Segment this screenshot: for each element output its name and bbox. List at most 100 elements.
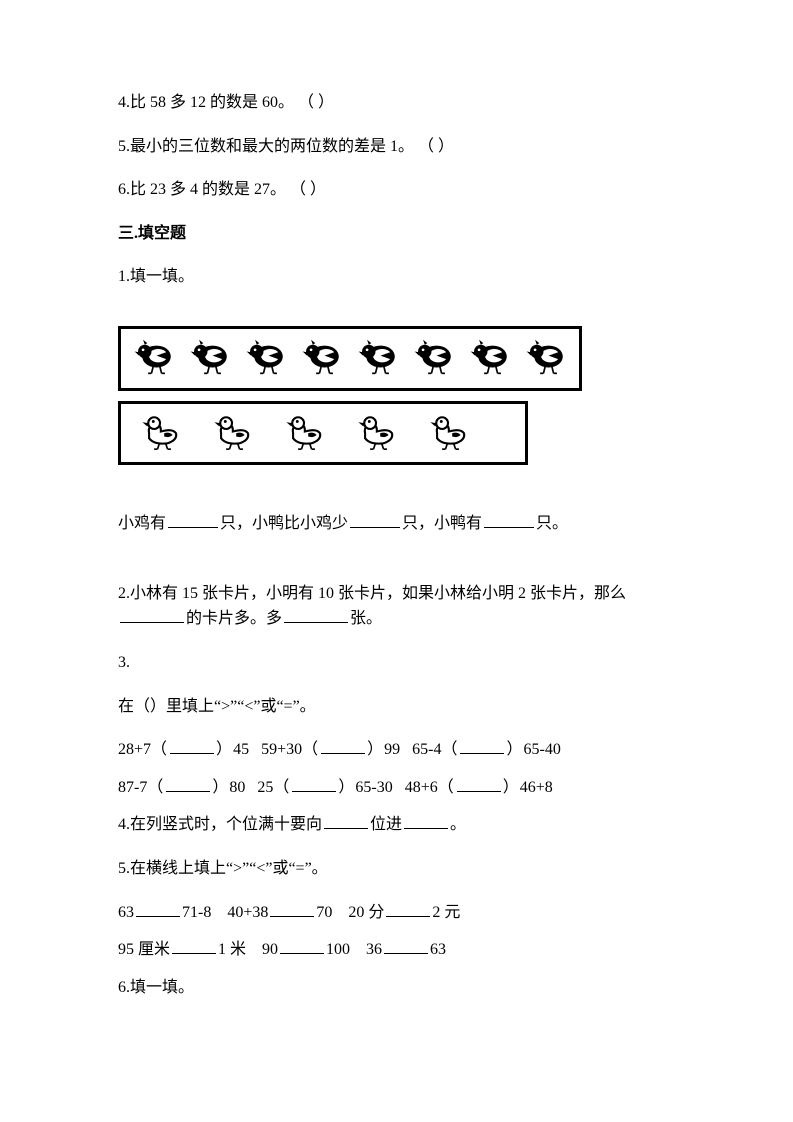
chick-icon-wrap — [189, 333, 231, 384]
paren: （ — [151, 741, 168, 758]
paren: ） — [338, 779, 355, 796]
judgment-q4-text: 4.比 58 多 12 的数是 60。 （ ） — [118, 94, 334, 111]
fill-q1-label: 1.填一填。 — [118, 264, 675, 290]
q5r2-c-left: 36 — [366, 941, 382, 958]
q4-suffix: 。 — [450, 816, 466, 833]
paren: （ — [438, 779, 455, 796]
blank[interactable] — [350, 511, 400, 528]
duck-icon-wrap — [427, 408, 469, 459]
q1-suffix: 只。 — [536, 515, 568, 532]
blank[interactable] — [280, 937, 324, 954]
fill-q5-row1: 6371-8 40+3870 20 分2 元 — [118, 900, 675, 926]
judgment-q5-text: 5.最小的三位数和最大的两位数的差是 1。 （ ） — [118, 138, 454, 155]
blank[interactable] — [284, 606, 348, 623]
duck-icon-wrap — [211, 408, 253, 459]
blank[interactable] — [386, 900, 430, 917]
judgment-q6-text: 6.比 23 多 4 的数是 27。 （ ） — [118, 181, 326, 198]
chick-icon — [301, 333, 343, 375]
blank[interactable] — [292, 775, 336, 792]
chick-icon-wrap — [357, 333, 399, 384]
duck-icon-wrap — [355, 408, 397, 459]
blank[interactable] — [172, 937, 216, 954]
duck-icon — [211, 408, 253, 450]
fill-q3-label: 3. — [118, 650, 675, 676]
q5r1-b-left: 40+38 — [227, 904, 268, 921]
q1-prefix: 小鸡有 — [118, 515, 166, 532]
q3r1-c-right: 65-40 — [523, 741, 560, 758]
chick-icon — [469, 333, 511, 375]
chick-icon — [245, 333, 287, 375]
chick-icon-wrap — [525, 333, 567, 384]
q3r2-b-left: 25 — [257, 779, 273, 796]
q5r2-c-right: 63 — [430, 941, 446, 958]
fill-q3-row1: 28+7（）45 59+30（）99 65-4（）65-40 — [118, 737, 675, 763]
blank[interactable] — [120, 606, 184, 623]
paren: （ — [441, 741, 458, 758]
blank[interactable] — [270, 900, 314, 917]
q3r2-b-right: 65-30 — [355, 779, 392, 796]
paren: ） — [216, 741, 233, 758]
paren: （ — [147, 779, 164, 796]
q2-prefix: 2.小林有 15 张卡片，小明有 10 张卡片，如果小林给小明 2 张卡片，那么 — [118, 585, 626, 602]
q3r1-c-left: 65-4 — [412, 741, 441, 758]
paren: ） — [212, 779, 229, 796]
q3r2-a-left: 87-7 — [118, 779, 147, 796]
q5r2-a-left: 95 厘米 — [118, 941, 170, 958]
duck-icon-wrap — [139, 408, 181, 459]
fill-q4: 4.在列竖式时，个位满十要向位进。 — [118, 812, 675, 838]
q2-suffix: 张。 — [350, 610, 382, 627]
chick-icon — [133, 333, 175, 375]
chicks-box — [118, 326, 582, 391]
blank[interactable] — [484, 511, 534, 528]
duck-icon — [427, 408, 469, 450]
q5r1-b-right: 70 — [316, 904, 332, 921]
chick-icon-wrap — [301, 333, 343, 384]
blank[interactable] — [460, 737, 504, 754]
ducks-row — [133, 408, 513, 459]
fill-q3-row2: 87-7（）80 25（）65-30 48+6（）46+8 — [118, 775, 675, 801]
paren: （ — [302, 741, 319, 758]
fill-q2: 2.小林有 15 张卡片，小明有 10 张卡片，如果小林给小明 2 张卡片，那么… — [118, 581, 675, 632]
duck-icon — [283, 408, 325, 450]
fill-q6-label: 6.填一填。 — [118, 975, 675, 1001]
q3r1-b-right: 99 — [384, 741, 400, 758]
q5r2-a-right: 1 米 — [218, 941, 246, 958]
q3r2-c-left: 48+6 — [405, 779, 438, 796]
chicks-row — [133, 333, 567, 384]
fill-q5-instr: 5.在横线上填上“>”“<”或“=”。 — [118, 856, 675, 882]
chick-icon — [357, 333, 399, 375]
q2-mid: 的卡片多。多 — [186, 610, 282, 627]
fill-q3-instr: 在（）里填上“>”“<”或“=”。 — [118, 694, 675, 720]
blank[interactable] — [136, 900, 180, 917]
chick-icon-wrap — [245, 333, 287, 384]
fill-q5-row2: 95 厘米1 米 90100 3663 — [118, 937, 675, 963]
blank[interactable] — [321, 737, 365, 754]
blank[interactable] — [457, 775, 501, 792]
duck-icon — [355, 408, 397, 450]
judgment-q5: 5.最小的三位数和最大的两位数的差是 1。 （ ） — [118, 134, 675, 160]
q5r1-c-right: 2 元 — [432, 904, 460, 921]
blank[interactable] — [404, 812, 448, 829]
blank[interactable] — [324, 812, 368, 829]
blank[interactable] — [170, 737, 214, 754]
q3r2-a-right: 80 — [229, 779, 245, 796]
chick-icon-wrap — [413, 333, 455, 384]
section-3-title: 三.填空题 — [118, 221, 675, 247]
q3r1-b-left: 59+30 — [261, 741, 302, 758]
q4-mid: 位进 — [370, 816, 402, 833]
blank[interactable] — [384, 937, 428, 954]
ducks-box — [118, 401, 528, 466]
blank[interactable] — [168, 511, 218, 528]
paren: ） — [367, 741, 384, 758]
judgment-q4: 4.比 58 多 12 的数是 60。 （ ） — [118, 90, 675, 116]
q3r1-a-left: 28+7 — [118, 741, 151, 758]
duck-icon-wrap — [283, 408, 325, 459]
q1-mid2: 只，小鸭有 — [402, 515, 482, 532]
chick-icon — [413, 333, 455, 375]
chick-icon-wrap — [133, 333, 175, 384]
blank[interactable] — [166, 775, 210, 792]
q5r2-b-right: 100 — [326, 941, 350, 958]
judgment-q6: 6.比 23 多 4 的数是 27。 （ ） — [118, 177, 675, 203]
duck-icon — [139, 408, 181, 450]
q3r2-c-right: 46+8 — [520, 779, 553, 796]
